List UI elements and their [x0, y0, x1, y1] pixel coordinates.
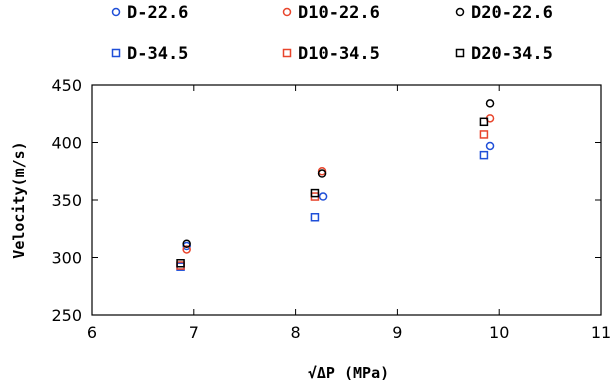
data-point [485, 141, 495, 151]
x-tick-label: 9 [392, 323, 402, 342]
legend-label: D-22.6 [127, 3, 188, 23]
legend-item: D20-22.6 [455, 3, 553, 23]
legend-marker [282, 48, 292, 58]
series-D10-34.5 [176, 130, 489, 270]
plot-frame [91, 84, 602, 316]
legend-label: D20-34.5 [471, 44, 553, 64]
data-point [317, 169, 327, 178]
data-point [479, 150, 489, 160]
series-D-34.5 [176, 150, 489, 271]
legend-item: D20-34.5 [455, 44, 553, 64]
series-D10-22.6 [182, 114, 495, 254]
legend-item: D-34.5 [111, 44, 188, 64]
legend-marker [455, 7, 465, 17]
y-axis-title: Velocity(m/s) [10, 141, 28, 258]
legend-marker [282, 7, 292, 17]
y-tick-label: 300 [51, 249, 82, 268]
legend: D-22.6 D10-22.6 D20-22.6 D-34.5 D10-34.5 D20-… [111, 3, 553, 64]
legend-label: D10-34.5 [298, 44, 380, 64]
data-point [479, 130, 489, 139]
axis-ticks [91, 84, 602, 316]
legend-label: D20-22.6 [471, 3, 553, 23]
x-tick-label: 11 [591, 323, 611, 342]
data-point [176, 259, 185, 268]
data-point [310, 213, 320, 222]
y-tick-label: 250 [51, 306, 82, 325]
axis-tick-labels: 6 7 8 9 10 11 250 300 350 400 450 [51, 76, 611, 342]
series-D-22.6 [182, 141, 495, 251]
x-tick-label: 6 [87, 323, 97, 342]
y-tick-label: 400 [51, 134, 82, 153]
data-point [485, 99, 495, 108]
series-D20-22.6 [182, 99, 495, 248]
data-point [310, 188, 320, 198]
x-tick-label: 10 [489, 323, 509, 342]
data-point [182, 239, 191, 248]
data-point [318, 192, 328, 201]
legend-item: D10-34.5 [282, 44, 380, 64]
x-tick-label: 7 [189, 323, 199, 342]
series-D20-34.5 [176, 117, 489, 268]
legend-item: D10-22.6 [282, 3, 380, 23]
legend-item: D-22.6 [111, 3, 188, 23]
y-tick-label: 350 [51, 191, 82, 210]
data-point [479, 117, 489, 127]
legend-label: D10-22.6 [298, 3, 380, 23]
legend-marker [455, 48, 465, 58]
legend-marker [111, 48, 121, 58]
legend-marker [111, 7, 121, 17]
data-point [182, 245, 191, 254]
y-tick-label: 450 [51, 76, 82, 95]
data-points [176, 99, 495, 271]
x-tick-label: 8 [291, 323, 301, 342]
x-axis-title: √ΔP (MPa) [308, 364, 389, 382]
legend-label: D-34.5 [127, 44, 188, 64]
